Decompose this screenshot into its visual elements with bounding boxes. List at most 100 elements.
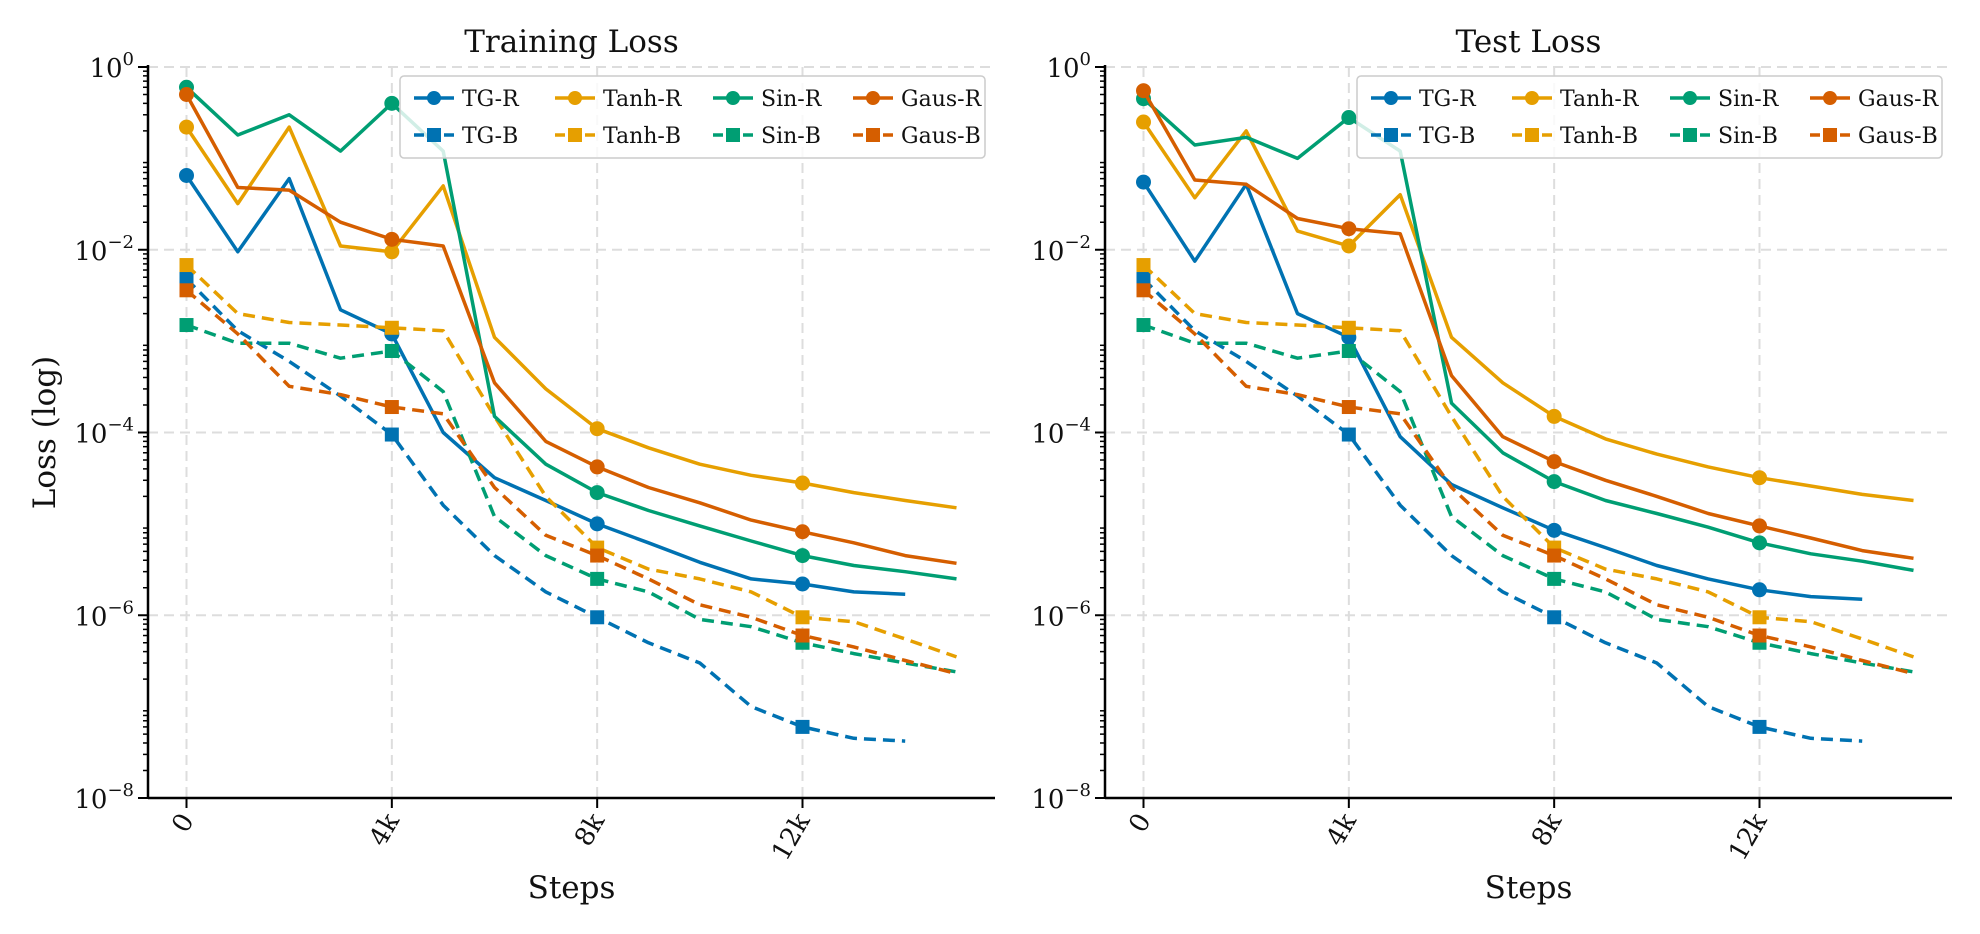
x-tick-label: 12k xyxy=(766,808,817,866)
data-point-gaus-r xyxy=(589,459,605,475)
chart-title: Test Loss xyxy=(1456,24,1602,60)
series-line-gaus-r xyxy=(184,93,957,566)
data-point-sin-b xyxy=(1547,571,1562,586)
legend-marker-gaus-r xyxy=(1823,91,1837,105)
legend-marker-tanh-r xyxy=(568,91,582,105)
data-point-tanh-b xyxy=(1752,610,1767,625)
legend-label-sin-r: Sin-R xyxy=(1718,87,1780,112)
series-line-tg-r xyxy=(1142,181,1863,601)
legend-marker-tg-r xyxy=(427,91,441,105)
data-point-sin-r xyxy=(384,95,400,111)
y-tick-label: 10−4 xyxy=(1031,415,1091,450)
legend-marker-tg-r xyxy=(1384,91,1398,105)
y-tick-label: 10−4 xyxy=(74,415,134,450)
legend-marker-sin-r xyxy=(726,91,740,105)
data-point-tanh-r xyxy=(1752,470,1767,486)
series-line-tanh-b xyxy=(1142,263,1915,659)
x-tick-label: 4k xyxy=(1321,808,1363,851)
data-point-tanh-r xyxy=(795,475,810,491)
data-point-tanh-b xyxy=(384,320,399,335)
data-point-tanh-b xyxy=(1341,320,1356,335)
x-tick-label: 12k xyxy=(1723,808,1774,866)
data-point-gaus-b xyxy=(795,628,810,643)
legend-label-gaus-b: Gaus-B xyxy=(901,124,981,149)
data-point-tg-b xyxy=(1136,271,1151,286)
x-tick-label: 0 xyxy=(166,809,200,838)
chart-panel-1: 100 10−2 10−4 10−6 10−8 0 4k 8k 12k Training Loss… xyxy=(27,24,995,906)
legend-label-tanh-b: Tanh-B xyxy=(1560,124,1638,149)
legend-label-sin-r: Sin-R xyxy=(761,87,823,112)
legend-marker-gaus-r xyxy=(866,91,880,105)
legend-frame xyxy=(1356,75,1943,159)
legend-label-tg-r: TG-R xyxy=(1419,87,1477,112)
series-line-sin-b xyxy=(185,323,957,674)
data-point-tanh-r xyxy=(384,244,400,260)
series-line-gaus-r xyxy=(1141,89,1914,561)
legend-label-tg-r: TG-R xyxy=(462,87,520,112)
data-point-tg-b xyxy=(795,719,810,734)
legend-label-tanh-b: Tanh-B xyxy=(603,124,681,149)
data-point-gaus-r xyxy=(795,524,810,540)
data-point-tanh-r xyxy=(1546,408,1562,424)
legend-label-tg-b: TG-B xyxy=(1419,124,1475,149)
y-tick-label: 10−6 xyxy=(74,597,134,632)
data-point-gaus-r xyxy=(1341,221,1357,237)
x-tick-label: 0 xyxy=(1123,809,1157,838)
series-line-tanh-b xyxy=(185,263,958,659)
data-point-gaus-r xyxy=(1752,518,1767,534)
data-point-tg-b xyxy=(384,427,399,442)
data-point-tg-b xyxy=(1752,719,1767,734)
data-point-gaus-r xyxy=(179,87,194,103)
legend-label-tanh-r: Tanh-R xyxy=(603,87,683,112)
data-point-gaus-b xyxy=(1341,400,1356,415)
legend-marker-tanh-b xyxy=(568,128,582,142)
legend: TG-R TG-B Tanh-R Tanh-B Sin-R Sin-B Gaus-R Gaus… xyxy=(399,75,986,159)
y-tick-label: 10−8 xyxy=(1031,780,1091,815)
data-point-tg-r xyxy=(795,576,810,592)
chart-panel-2: 100 10−2 10−4 10−6 10−8 0 4k 8k 12k Test Loss Step… xyxy=(1031,24,1952,906)
series-line-tg-r xyxy=(185,174,906,596)
legend-marker-sin-b xyxy=(726,128,740,142)
series-line-tanh-r xyxy=(185,125,957,510)
y-tick-label: 10−6 xyxy=(1031,597,1091,632)
data-point-gaus-b xyxy=(590,548,605,563)
legend-marker-sin-r xyxy=(1683,91,1697,105)
data-point-sin-r xyxy=(1341,110,1357,126)
x-axis-label: Steps xyxy=(1485,870,1573,906)
legend-marker-gaus-b xyxy=(866,128,880,142)
legend-label-gaus-b: Gaus-B xyxy=(1858,124,1938,149)
data-point-sin-b xyxy=(590,571,605,586)
series-line-gaus-b xyxy=(1142,288,1914,676)
series-line-tg-b xyxy=(1142,277,1863,743)
data-point-sin-r xyxy=(1752,535,1767,551)
data-point-gaus-b xyxy=(1136,283,1151,298)
data-point-gaus-b xyxy=(1547,548,1562,563)
y-tick-label: 10−8 xyxy=(74,780,134,815)
legend: TG-R TG-B Tanh-R Tanh-B Sin-R Sin-B Gaus-R Gaus… xyxy=(1356,75,1943,159)
legend-marker-tg-b xyxy=(427,128,441,142)
data-point-tanh-r xyxy=(1341,238,1357,254)
data-point-sin-b xyxy=(1341,343,1356,358)
y-tick-label: 100 xyxy=(89,49,134,84)
data-point-tg-r xyxy=(1752,582,1767,598)
series-line-tanh-r xyxy=(1142,121,1914,503)
x-axis-label: Steps xyxy=(528,870,616,906)
legend-marker-gaus-b xyxy=(1823,128,1837,142)
legend-marker-sin-b xyxy=(1683,128,1697,142)
x-tick-label: 8k xyxy=(569,808,611,851)
data-point-gaus-b xyxy=(1752,628,1767,643)
y-tick-label: 10−2 xyxy=(74,232,134,267)
legend-label-gaus-r: Gaus-R xyxy=(901,87,983,112)
data-point-gaus-r xyxy=(1546,454,1562,470)
data-point-tg-r xyxy=(1136,174,1151,190)
legend-label-tanh-r: Tanh-R xyxy=(1560,87,1640,112)
data-point-gaus-b xyxy=(179,283,194,298)
legend-marker-tg-b xyxy=(1384,128,1398,142)
data-point-gaus-r xyxy=(1136,83,1151,99)
data-point-gaus-r xyxy=(384,231,400,247)
legend-label-sin-b: Sin-B xyxy=(761,124,821,149)
data-point-tg-r xyxy=(1546,522,1562,538)
x-tick-label: 8k xyxy=(1526,808,1568,851)
series-line-sin-r xyxy=(1142,97,1914,573)
